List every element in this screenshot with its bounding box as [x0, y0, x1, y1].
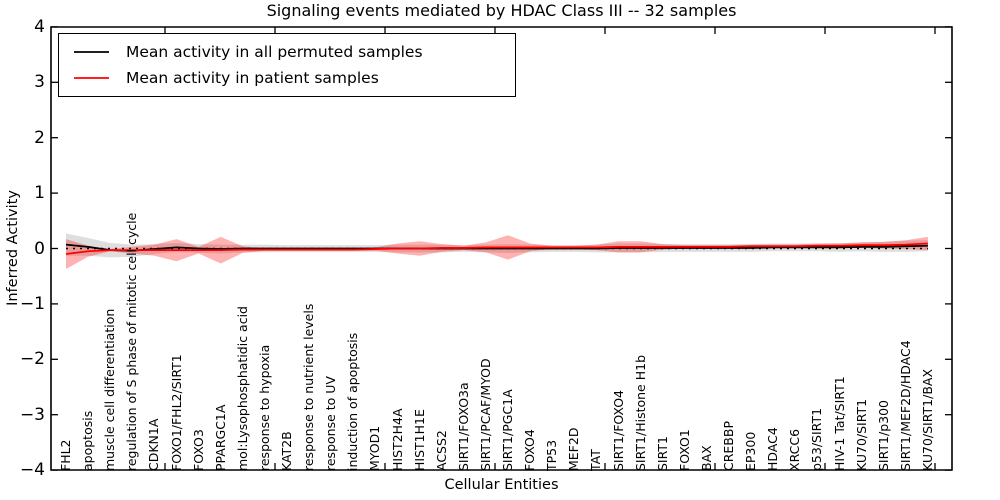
x-category-label: SIRT1/MEF2D/HDAC4 — [897, 340, 913, 471]
x-category-label: FHL2 — [58, 439, 73, 471]
x-category-label: apoptosis — [80, 410, 96, 471]
x-category-label: muscle cell differentiation — [102, 308, 118, 471]
x-category-label: ACSS2 — [433, 430, 449, 471]
x-category-label: regulation of S phase of mitotic cell cy… — [124, 212, 140, 471]
x-category-label: CDKN1A — [146, 418, 162, 471]
patient-mean-line — [65, 242, 928, 255]
x-category-label: response to nutrient levels — [301, 303, 317, 471]
x-category-label: SIRT1/PGC1A — [500, 389, 515, 471]
y-tick-label: 0 — [34, 238, 45, 259]
y-tick-label: 2 — [34, 127, 45, 148]
legend-label-patient: Mean activity in patient samples — [126, 69, 379, 87]
x-category-label: SIRT1/FOXO4 — [610, 390, 626, 471]
x-category-label: induction of apoptosis — [345, 332, 361, 471]
x-category-label: SIRT1/FOXO3a — [455, 382, 471, 471]
x-category-label: FOXO1 — [676, 429, 692, 471]
x-category-label: KU70/SIRT1 — [853, 398, 869, 471]
y-tick-label: 4 — [34, 16, 45, 37]
x-category-label: SIRT1 — [654, 436, 670, 471]
x-category-label: TAT — [588, 449, 604, 471]
y-tick-label: −1 — [19, 293, 45, 314]
y-tick-label: −2 — [19, 349, 45, 370]
legend-line-red-icon — [74, 77, 109, 79]
x-category-label: mol:Lysophosphatidic acid — [234, 306, 250, 471]
legend-line-black-icon — [74, 51, 109, 53]
legend-item-permuted: Mean activity in all permuted samples — [73, 39, 423, 65]
x-category-label: FOXO4 — [522, 429, 538, 471]
y-tick-label: 1 — [34, 183, 45, 204]
x-category-label: XRCC6 — [787, 428, 803, 471]
x-category-label: HIV-1 Tat/SIRT1 — [831, 376, 847, 471]
permuted-mean-line — [65, 243, 928, 252]
x-category-label: KU70/SIRT1/BAX — [919, 368, 935, 471]
y-tick-label: −3 — [19, 404, 45, 425]
y-tick-label: 3 — [34, 72, 45, 93]
x-category-label: HIST2H4A — [389, 408, 405, 471]
x-category-label: CREBBP — [721, 421, 736, 471]
legend-item-patient: Mean activity in patient samples — [73, 65, 379, 91]
x-category-label: HDAC4 — [765, 427, 781, 471]
x-category-label: SIRT1/p300 — [875, 400, 891, 471]
x-category-label: FOXO1/FHL2/SIRT1 — [168, 354, 184, 471]
patient-band — [66, 235, 928, 269]
x-category-label: response to UV — [323, 376, 339, 471]
legend-label-permuted: Mean activity in all permuted samples — [126, 43, 423, 61]
legend: Mean activity in all permuted samples Me… — [58, 33, 516, 97]
x-category-label: BAX — [698, 445, 714, 471]
x-category-label: MEF2D — [566, 427, 582, 471]
x-category-label: FOXO3 — [190, 429, 206, 471]
x-category-label: PPARGC1A — [212, 404, 228, 471]
y-tick-label: −4 — [19, 460, 45, 481]
x-category-label: SIRT1/PCAF/MYOD — [477, 358, 493, 471]
chart-title: Signaling events mediated by HDAC Class … — [266, 1, 737, 20]
x-category-label: EP300 — [743, 431, 759, 471]
x-category-label: MYOD1 — [367, 425, 383, 471]
permuted-band — [66, 233, 928, 258]
x-category-label: HIST1H1E — [411, 409, 427, 471]
x-category-label: SIRT1/Histone H1b — [632, 354, 648, 471]
x-axis-label: Cellular Entities — [444, 477, 559, 493]
x-category-label: KAT2B — [279, 431, 294, 471]
x-category-label: p53/SIRT1 — [809, 407, 825, 471]
x-category-label: TP53 — [544, 439, 560, 471]
x-category-label: response to hypoxia — [256, 344, 272, 471]
